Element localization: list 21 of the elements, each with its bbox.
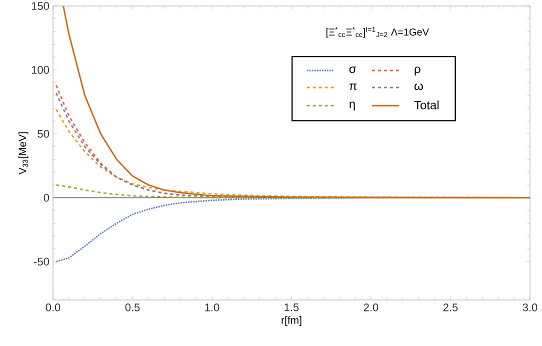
y-tick-label: -50: [34, 258, 50, 266]
y-tick-label: 0: [44, 194, 50, 202]
x-tick-label: 2.0: [364, 304, 378, 312]
legend-label: ρ: [414, 66, 420, 76]
x-tick-label: 0.0: [46, 304, 60, 312]
x-tick-label: 1.0: [205, 304, 220, 312]
x-axis-title: r[fm]: [282, 316, 302, 326]
legend-label: η: [350, 102, 355, 111]
chart-title: [Ξ$^{*}$$_{cc}$Ξ$^{*}$$_{cc}$]$^{I=1}$$_{J=2}$ Λ=1GeV: [326, 27, 429, 38]
y-tick-label: 50: [38, 130, 50, 138]
x-tick-label: 1.5: [284, 304, 299, 312]
x-tick-label: 2.5: [443, 304, 458, 312]
x-tick-label: 3.0: [522, 304, 538, 312]
x-tick-label: 0.5: [125, 304, 140, 312]
legend-label: π: [349, 84, 357, 90]
y-axis-title: V$_{33}$[MeV]: [18, 132, 28, 174]
y-tick-label: 100: [32, 66, 50, 74]
legend-label: σ: [349, 66, 356, 74]
legend-label: ω: [414, 84, 423, 90]
legend-label: Total: [414, 100, 439, 110]
y-tick-label: 150: [32, 2, 50, 10]
